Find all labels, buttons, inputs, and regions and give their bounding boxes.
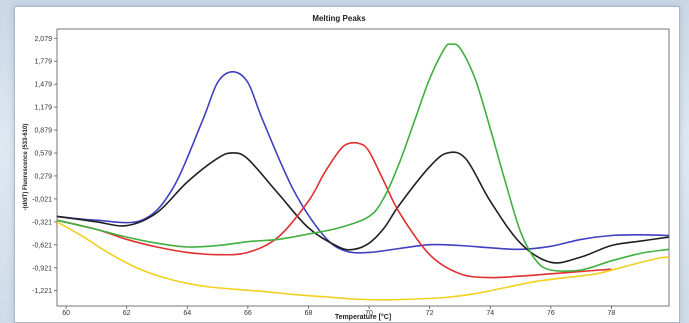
- series-line-1: [56, 71, 670, 254]
- y-tick-label: 0,879: [34, 128, 52, 135]
- series-line-3: [56, 142, 612, 279]
- x-axis: 60 62 64 66 68 70 72 74 76 78: [62, 306, 615, 317]
- series-group: [56, 43, 670, 301]
- y-tick-label: -1,221: [32, 288, 52, 295]
- x-tick-label: 74: [486, 310, 494, 317]
- x-tick-label: 72: [426, 310, 434, 317]
- y-tick-label: 2,079: [34, 36, 52, 43]
- x-tick-label: 68: [305, 310, 313, 317]
- series-line-5: [56, 221, 670, 301]
- y-tick-label: -0,621: [32, 242, 52, 249]
- x-tick-label: 70: [365, 310, 373, 317]
- y-tick-label: 1,179: [34, 105, 52, 112]
- y-tick-label: 1,779: [34, 59, 52, 66]
- plot-area: [56, 28, 670, 307]
- y-tick-label: -0,021: [32, 196, 52, 203]
- x-tick-label: 78: [608, 310, 616, 317]
- y-axis: 2,079 1,779 1,479 1,179 0,879 0,579 0,279 -0,02…: [32, 36, 57, 295]
- y-tick-label: 0,579: [34, 151, 52, 158]
- x-axis-label: Temperature [°C]: [335, 313, 391, 321]
- y-tick-label: 1,479: [34, 82, 52, 89]
- y-tick-label: 0,279: [34, 173, 52, 180]
- series-line-4: [56, 43, 670, 272]
- x-tick-label: 76: [547, 310, 555, 317]
- x-tick-label: 62: [123, 310, 131, 317]
- chart-title: Melting Peaks: [312, 14, 366, 23]
- x-tick-label: 66: [244, 310, 252, 317]
- series-line-2: [56, 151, 670, 264]
- x-tick-label: 64: [183, 310, 191, 317]
- y-tick-label: -0,321: [32, 219, 52, 226]
- chart-panel: Melting Peaks 2,079 1,779 1,479 1,179 0,879 0…: [14, 6, 680, 323]
- melting-peaks-chart: Melting Peaks 2,079 1,779 1,479 1,179 0,879 0…: [23, 14, 670, 321]
- y-axis-label: -(d/dT) Fluorescence (533-610): [23, 124, 29, 211]
- y-tick-label: -0,921: [32, 265, 52, 272]
- x-tick-label: 60: [62, 310, 70, 317]
